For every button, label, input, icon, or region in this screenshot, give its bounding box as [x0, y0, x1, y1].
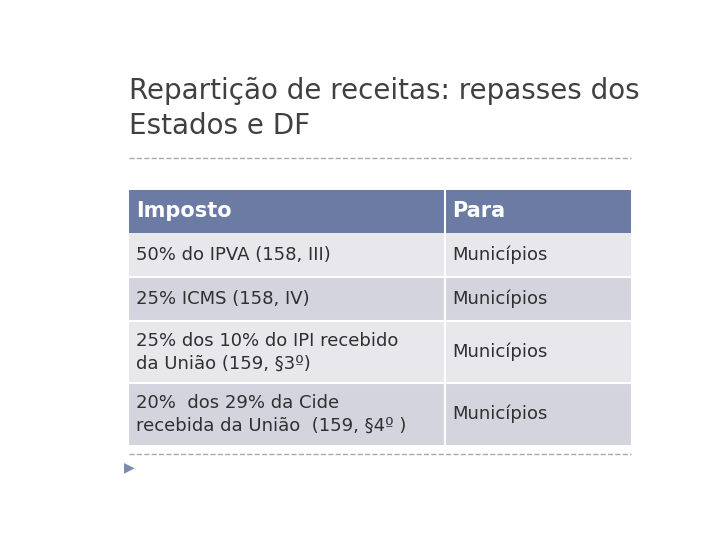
Text: Para: Para	[452, 201, 505, 221]
Text: Municípios: Municípios	[452, 405, 547, 423]
Bar	[446, 190, 631, 233]
Text: ▶: ▶	[124, 460, 134, 474]
Bar	[446, 383, 631, 445]
Bar	[446, 277, 631, 321]
Text: Municípios: Municípios	[452, 246, 547, 265]
Text: 20%  dos 29% da Cide
recebida da União  (159, §4º ): 20% dos 29% da Cide recebida da União (1…	[136, 394, 406, 435]
Bar	[129, 233, 446, 277]
Text: Imposto: Imposto	[136, 201, 231, 221]
Bar	[129, 190, 446, 233]
Bar	[129, 321, 446, 383]
Bar	[129, 383, 446, 445]
Text: 25% dos 10% do IPI recebido
da União (159, §3º): 25% dos 10% do IPI recebido da União (15…	[136, 332, 398, 373]
Text: 50% do IPVA (158, III): 50% do IPVA (158, III)	[136, 246, 330, 264]
Bar	[446, 321, 631, 383]
Text: 25% ICMS (158, IV): 25% ICMS (158, IV)	[136, 290, 310, 308]
Text: Municípios: Municípios	[452, 290, 547, 308]
Text: Municípios: Municípios	[452, 343, 547, 361]
Bar	[446, 233, 631, 277]
Text: Repartição de receitas: repasses dos
Estados e DF: Repartição de receitas: repasses dos Est…	[129, 77, 639, 140]
Bar	[129, 277, 446, 321]
